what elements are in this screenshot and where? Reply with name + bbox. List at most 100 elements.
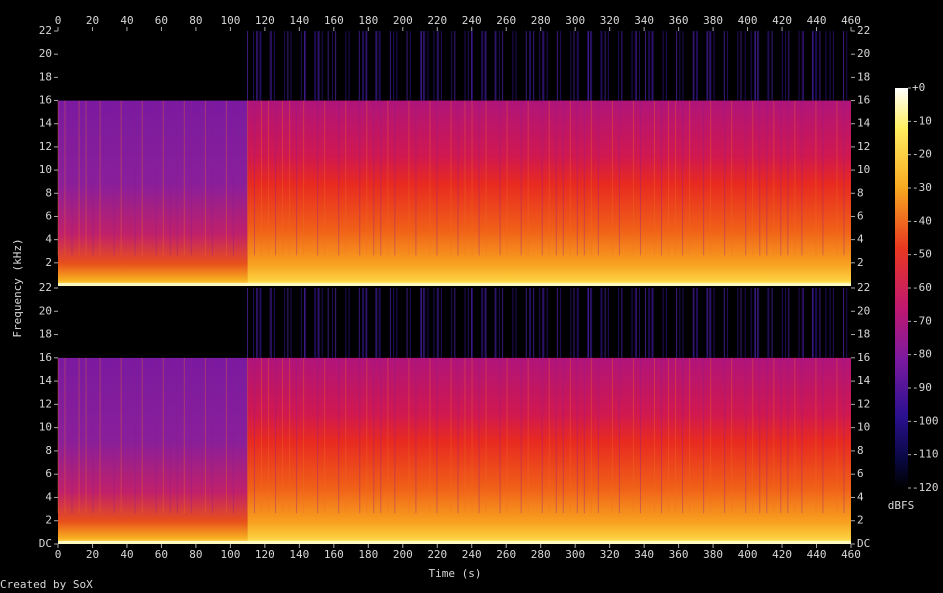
- x-tick-label: 40: [120, 548, 133, 561]
- y-tick-label: 20: [39, 47, 52, 60]
- x-tick-label: 420: [772, 14, 792, 27]
- x-axis-label: Time (s): [429, 567, 482, 580]
- x-tick-label: 280: [531, 14, 551, 27]
- x-tick-label: 300: [565, 14, 585, 27]
- colorbar-label: dBFS: [888, 499, 915, 512]
- x-tick-label: 140: [289, 548, 309, 561]
- x-tick-label: 0: [55, 14, 62, 27]
- y-tick-label: DC: [857, 537, 870, 550]
- y-tick-label: 16: [39, 94, 52, 107]
- colorbar-tick-label: -60: [912, 281, 932, 294]
- x-tick-label: 80: [189, 548, 202, 561]
- colorbar: [895, 88, 908, 488]
- y-tick-label: 16: [857, 351, 870, 364]
- high-activity-region: [247, 100, 852, 287]
- y-tick-label: 6: [857, 209, 864, 222]
- dc-line: [58, 541, 851, 544]
- x-tick-label: 280: [531, 548, 551, 561]
- x-tick-label: 120: [255, 14, 275, 27]
- x-tick-label: 260: [496, 14, 516, 27]
- y-tick-label: 12: [39, 397, 52, 410]
- y-tick-label: 20: [857, 304, 870, 317]
- y-tick-label: 4: [857, 490, 864, 503]
- x-tick-label: 340: [634, 548, 654, 561]
- y-tick-label: 22: [39, 24, 52, 37]
- x-tick-label: 360: [669, 14, 689, 27]
- y-tick-label: 12: [857, 140, 870, 153]
- x-tick-label: 220: [427, 548, 447, 561]
- x-tick-label: 20: [86, 14, 99, 27]
- x-tick-label: 380: [703, 14, 723, 27]
- colorbar-tick-label: -30: [912, 181, 932, 194]
- colorbar-tick-label: -120: [912, 481, 939, 494]
- colorbar-tick-label: -40: [912, 214, 932, 227]
- y-tick-label: 10: [39, 163, 52, 176]
- y-axis-label: Frequency (kHz): [11, 238, 24, 337]
- x-tick-label: 380: [703, 548, 723, 561]
- x-tick-label: 300: [565, 548, 585, 561]
- x-tick-label: 140: [289, 14, 309, 27]
- y-tick-label: 18: [857, 70, 870, 83]
- dc-line: [58, 283, 851, 286]
- y-tick-label: 22: [857, 281, 870, 294]
- x-tick-label: 420: [772, 548, 792, 561]
- colorbar-tick-label: -70: [912, 314, 932, 327]
- colorbar-tick-label: -10: [912, 114, 932, 127]
- y-tick-label: 6: [45, 209, 52, 222]
- y-tick-label: 4: [857, 233, 864, 246]
- y-tick-label: 8: [45, 186, 52, 199]
- colorbar-tick-label: -110: [912, 448, 939, 461]
- x-tick-label: 60: [155, 548, 168, 561]
- y-tick-label: 20: [857, 47, 870, 60]
- x-tick-label: 440: [807, 14, 827, 27]
- y-tick-label: 8: [857, 186, 864, 199]
- y-tick-label: 2: [857, 256, 864, 269]
- y-tick-label: 12: [857, 397, 870, 410]
- colorbar-tick-label: -80: [912, 348, 932, 361]
- x-tick-label: 60: [155, 14, 168, 27]
- y-tick-label: 4: [45, 233, 52, 246]
- high-activity-region: [247, 357, 852, 544]
- x-tick-label: 460: [841, 14, 861, 27]
- x-tick-label: 320: [600, 14, 620, 27]
- x-tick-label: 160: [324, 14, 344, 27]
- colorbar-tick-label: +0: [912, 81, 925, 94]
- colorbar-tick-label: -50: [912, 248, 932, 261]
- x-tick-label: 400: [738, 548, 758, 561]
- x-tick-label: 180: [358, 548, 378, 561]
- y-tick-label: 12: [39, 140, 52, 153]
- y-tick-label: 10: [39, 421, 52, 434]
- x-tick-label: 200: [393, 14, 413, 27]
- x-tick-label: 460: [841, 548, 861, 561]
- y-tick-label: 20: [39, 304, 52, 317]
- x-tick-label: 240: [462, 14, 482, 27]
- y-tick-label: 18: [857, 328, 870, 341]
- x-tick-label: 220: [427, 14, 447, 27]
- y-tick-label: 18: [39, 70, 52, 83]
- x-tick-label: 100: [220, 548, 240, 561]
- y-tick-label: 14: [39, 117, 53, 130]
- y-tick-label: DC: [39, 537, 52, 550]
- x-tick-label: 20: [86, 548, 99, 561]
- credit: Created by SoX: [0, 578, 93, 591]
- y-tick-label: 2: [857, 514, 864, 527]
- x-tick-label: 40: [120, 14, 133, 27]
- y-tick-label: 16: [39, 351, 52, 364]
- y-tick-label: 2: [45, 514, 52, 527]
- y-tick-label: 18: [39, 328, 52, 341]
- y-tick-label: 14: [857, 117, 871, 130]
- y-tick-label: 8: [45, 444, 52, 457]
- low-activity-region: [58, 100, 248, 287]
- colorbar-tick-label: -100: [912, 414, 939, 427]
- y-tick-label: 8: [857, 444, 864, 457]
- colorbar-tick-label: -90: [912, 381, 932, 394]
- colorbar-tick-label: -20: [912, 148, 932, 161]
- x-tick-label: 180: [358, 14, 378, 27]
- y-tick-label: 2: [45, 256, 52, 269]
- y-tick-label: 22: [857, 24, 870, 37]
- x-tick-label: 400: [738, 14, 758, 27]
- y-tick-label: 14: [39, 374, 53, 387]
- x-tick-label: 440: [807, 548, 827, 561]
- y-tick-label: 16: [857, 94, 870, 107]
